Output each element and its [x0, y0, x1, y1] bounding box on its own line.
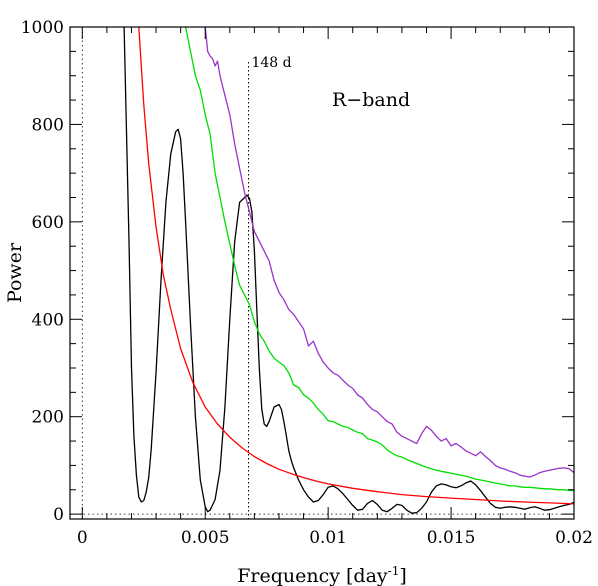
band-label: R−band	[332, 89, 410, 111]
axis-tick-labels: 0 0.005 0.01 0.015 0.02 0 200 400 600 800 1000	[21, 18, 593, 548]
reference-lines	[70, 27, 574, 519]
y-tick-label: 200	[32, 408, 64, 428]
y-tick-label: 600	[32, 213, 64, 233]
period-label: 148 d	[251, 55, 291, 71]
y-tick-label: 800	[32, 115, 64, 135]
x-axis-title: Frequency [day-1]	[237, 564, 407, 586]
series-line-3	[184, 27, 574, 492]
x-tick-label: 0.01	[309, 528, 347, 548]
series-line-2	[138, 27, 574, 505]
x-tick-label: 0	[77, 528, 88, 548]
series-line-4	[204, 27, 574, 478]
axis-ticks	[70, 26, 575, 519]
plot-frame	[69, 26, 575, 520]
y-tick-label: 0	[53, 505, 64, 525]
x-tick-label: 0.015	[427, 528, 476, 548]
series-line-1	[123, 27, 574, 514]
x-tick-label: 0.005	[181, 528, 230, 548]
x-tick-label: 0.02	[555, 528, 593, 548]
y-tick-label: 1000	[21, 18, 64, 38]
y-axis-title: Power	[4, 242, 26, 303]
y-tick-label: 400	[32, 310, 64, 330]
series-layer	[123, 27, 574, 514]
